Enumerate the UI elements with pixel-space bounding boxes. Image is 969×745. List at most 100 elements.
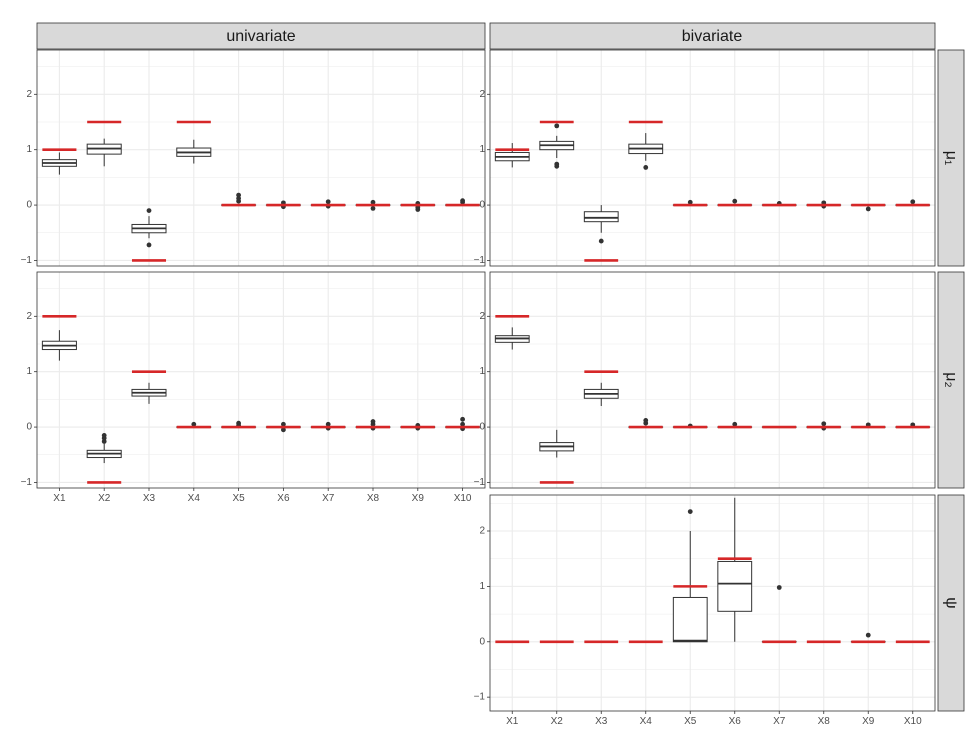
outlier-point	[643, 418, 649, 423]
boxplot-X2	[86, 432, 122, 464]
panel-background	[490, 272, 935, 488]
outlier-point	[460, 416, 465, 422]
outlier-point	[191, 421, 197, 427]
boxplot-X1	[494, 143, 530, 168]
x-tick-label: X5	[232, 493, 245, 504]
y-tick-label: −1	[21, 255, 33, 266]
y-tick-label: 2	[479, 526, 485, 537]
boxplot-X5	[672, 509, 708, 643]
y-tick-label: 1	[26, 144, 32, 155]
panel-mu2-bivariate: −1 0 1 2	[474, 271, 936, 489]
strip-label-bivariate: bivariate	[682, 28, 743, 45]
x-tick-label: X10	[904, 716, 922, 727]
boxplot-X4	[176, 139, 212, 164]
y-tick-label: −1	[21, 477, 33, 488]
boxplot-X3	[583, 382, 619, 407]
panel-border	[489, 494, 936, 712]
outlier-point	[325, 199, 331, 205]
panel-psi-bivariate: −1 0 1 2 X1 X2 X3 X4 X5 X6 X7 X8 X9 X10	[474, 494, 936, 727]
panel-border	[36, 271, 486, 489]
x-tick-label: X1	[506, 716, 519, 727]
strip-bg	[937, 271, 965, 489]
outlier-point	[370, 199, 376, 205]
strip-univariate: univariate	[36, 22, 486, 50]
boxplot-X4	[628, 133, 664, 170]
strip-bg	[489, 22, 936, 50]
x-tick-label: X5	[684, 716, 697, 727]
outlier-point	[281, 427, 286, 433]
y-tick-label: 2	[479, 89, 485, 100]
boxplot-X3	[131, 382, 167, 404]
x-tick-label: X10	[454, 493, 472, 504]
x-tick-label: X2	[551, 716, 564, 727]
outlier-point	[687, 199, 693, 205]
outlier-point	[370, 206, 376, 211]
panel-border	[36, 49, 486, 267]
x-tick-label: X3	[595, 716, 608, 727]
strip-psi: ψ	[937, 494, 965, 712]
outlier-point	[325, 421, 331, 427]
panel-background	[490, 50, 935, 266]
strip-bg	[36, 22, 486, 50]
outlier-point	[732, 421, 738, 427]
boxplot-X2	[539, 123, 575, 169]
strip-label-univariate: univariate	[226, 28, 295, 45]
y-tick-label: 1	[479, 366, 485, 377]
y-tick-label: 0	[26, 200, 32, 211]
strip-bg	[937, 49, 965, 267]
x-tick-label: X7	[322, 493, 335, 504]
x-tick-label: X6	[729, 716, 742, 727]
box	[717, 560, 753, 612]
outlier-point	[236, 196, 242, 201]
x-tick-label: X1	[53, 493, 66, 504]
outlier-point	[598, 238, 604, 244]
y-tick-label: 1	[479, 144, 485, 155]
x-tick-label: X3	[143, 493, 156, 504]
y-tick-label: 0	[479, 422, 485, 433]
x-tick-label: X4	[640, 716, 653, 727]
boxplot-X6	[717, 497, 753, 642]
panel-background	[37, 50, 485, 266]
x-tick-label: X2	[98, 493, 111, 504]
outlier-point	[370, 419, 376, 424]
x-tick-label: X4	[188, 493, 201, 504]
boxplot-X2	[539, 429, 575, 458]
outlier-point	[865, 206, 871, 212]
outlier-point	[865, 632, 871, 638]
y-tick-label: 0	[26, 422, 32, 433]
strip-mu2: μ₂	[937, 271, 965, 489]
outlier-point	[236, 420, 242, 426]
panel-border	[489, 271, 936, 489]
x-tick-label: X8	[818, 716, 831, 727]
boxplot-X2	[86, 138, 122, 167]
boxplot-X3	[131, 208, 167, 248]
boxplot-X1	[41, 330, 77, 361]
outlier-point	[146, 242, 152, 248]
y-tick-label: 1	[26, 366, 32, 377]
outlier-point	[460, 198, 465, 204]
outlier-point	[643, 165, 649, 170]
strip-label-mu2: μ₂	[943, 372, 960, 387]
y-tick-label: 0	[479, 636, 485, 647]
panel-border	[489, 49, 936, 267]
box	[583, 211, 619, 223]
boxplot-X3	[583, 205, 619, 244]
strip-label-psi: ψ	[943, 597, 960, 608]
x-tick-label: X9	[412, 493, 425, 504]
outlier-point	[554, 161, 560, 167]
outlier-point	[776, 585, 782, 590]
panel-mu1-univariate: −1 0 1 2	[21, 49, 486, 267]
strip-bivariate: bivariate	[489, 22, 936, 50]
y-tick-label: 1	[479, 581, 485, 592]
panel-mu2-univariate: −1 0 1 2 X1 X2 X3 X4 X5 X6 X7 X8 X9 X10	[21, 271, 486, 504]
x-tick-label: X9	[862, 716, 875, 727]
y-tick-label: 2	[26, 89, 32, 100]
outlier-point	[101, 439, 107, 444]
outlier-point	[910, 199, 916, 205]
boxplot-X1	[494, 327, 530, 350]
outlier-point	[146, 208, 152, 214]
y-tick-label: 2	[26, 311, 32, 322]
outlier-point	[687, 509, 693, 515]
y-tick-label: −1	[474, 692, 486, 703]
outlier-point	[554, 123, 560, 129]
